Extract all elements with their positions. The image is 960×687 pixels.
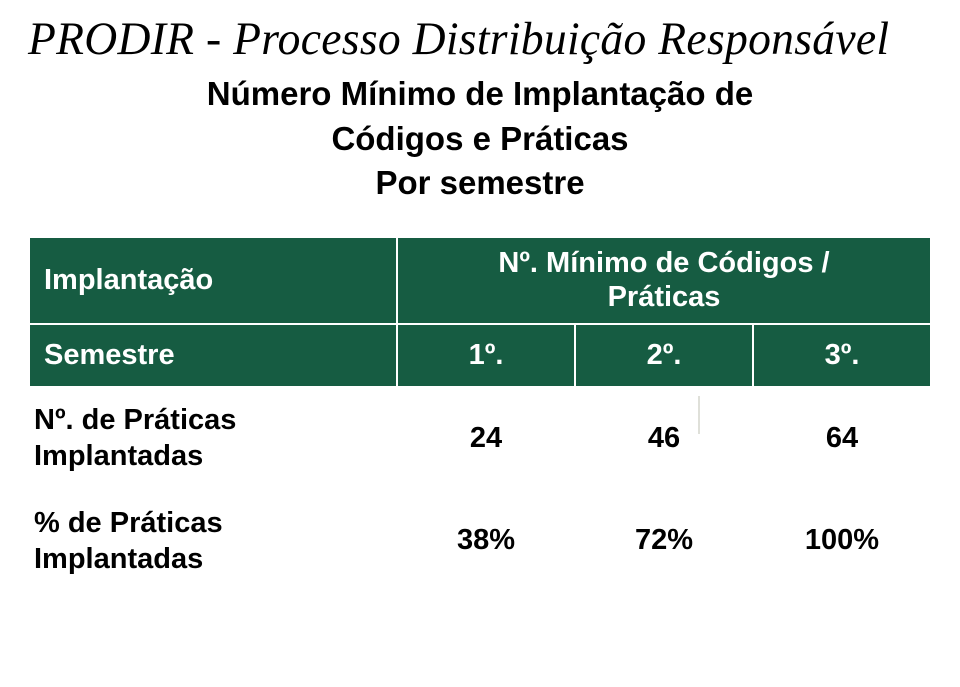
subtitle-line-2: Códigos e Práticas xyxy=(331,120,628,157)
header-right-line-2: Práticas xyxy=(608,281,721,313)
header-left: Implantação xyxy=(29,237,397,325)
row-label-line-1: % de Práticas xyxy=(34,507,223,539)
implantacao-table: Implantação Nº. Mínimo de Códigos / Prát… xyxy=(28,236,932,594)
header-right: Nº. Mínimo de Códigos / Práticas xyxy=(397,237,931,325)
row-label-line-1: Nº. de Práticas xyxy=(34,404,236,436)
header-right-line-1: Nº. Mínimo de Códigos / xyxy=(498,247,829,279)
cell-value: 72% xyxy=(575,490,753,593)
row-label-line-2: Implantadas xyxy=(34,440,203,472)
cell-value: 46 xyxy=(575,387,753,490)
cell-text: 46 xyxy=(648,422,680,454)
semestre-row: Semestre 1º. 2º. 3º. xyxy=(29,324,931,387)
semestre-col-2: 2º. xyxy=(575,324,753,387)
row-label: Nº. de Práticas Implantadas xyxy=(29,387,397,490)
cell-value: 100% xyxy=(753,490,931,593)
row-label-line-2: Implantadas xyxy=(34,543,203,575)
table-header-row: Implantação Nº. Mínimo de Códigos / Prát… xyxy=(29,237,931,325)
cell-value: 24 xyxy=(397,387,575,490)
table-row: % de Práticas Implantadas 38% 72% 100% xyxy=(29,490,931,593)
subtitle-line-1: Número Mínimo de Implantação de xyxy=(207,75,753,112)
semestre-col-3: 3º. xyxy=(753,324,931,387)
page-subtitle: Número Mínimo de Implantação de Códigos … xyxy=(28,72,932,206)
table-row: Nº. de Práticas Implantadas 24 46 64 xyxy=(29,387,931,490)
semestre-col-1: 1º. xyxy=(397,324,575,387)
cell-value: 64 xyxy=(753,387,931,490)
subtitle-line-3: Por semestre xyxy=(375,164,584,201)
stray-bar-icon xyxy=(698,396,700,434)
page-title: PRODIR - Processo Distribuição Responsáv… xyxy=(28,12,905,66)
row-label: % de Práticas Implantadas xyxy=(29,490,397,593)
semestre-label: Semestre xyxy=(29,324,397,387)
cell-value: 38% xyxy=(397,490,575,593)
